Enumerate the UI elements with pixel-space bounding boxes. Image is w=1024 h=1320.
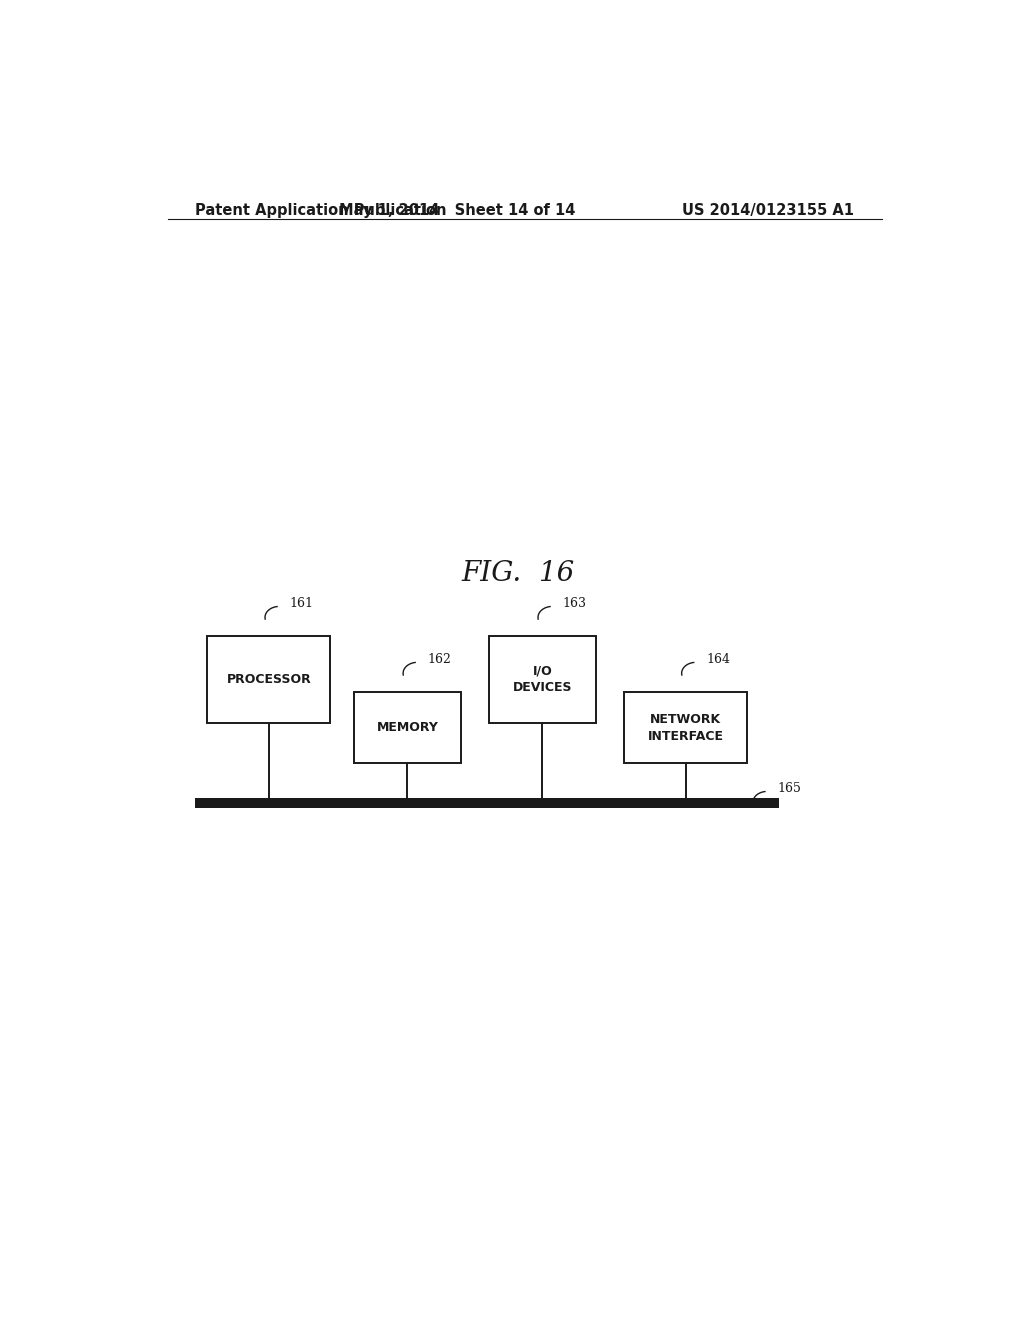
Text: Patent Application Publication: Patent Application Publication [196, 203, 446, 218]
Bar [489, 636, 596, 722]
Text: FIG.  16: FIG. 16 [461, 560, 574, 587]
Bar [207, 636, 331, 722]
Text: May 1, 2014   Sheet 14 of 14: May 1, 2014 Sheet 14 of 14 [339, 203, 575, 218]
Text: US 2014/0123155 A1: US 2014/0123155 A1 [682, 203, 854, 218]
Text: NETWORK
INTERFACE: NETWORK INTERFACE [647, 713, 724, 743]
Text: 164: 164 [706, 652, 730, 665]
Text: 165: 165 [777, 781, 801, 795]
Bar [624, 692, 748, 763]
Text: 162: 162 [427, 652, 452, 665]
Text: 163: 163 [562, 597, 587, 610]
Text: 161: 161 [290, 597, 313, 610]
Bar [196, 797, 779, 808]
Text: PROCESSOR: PROCESSOR [226, 673, 311, 686]
Text: MEMORY: MEMORY [377, 721, 438, 734]
Text: I/O
DEVICES: I/O DEVICES [513, 664, 572, 694]
Bar [354, 692, 461, 763]
